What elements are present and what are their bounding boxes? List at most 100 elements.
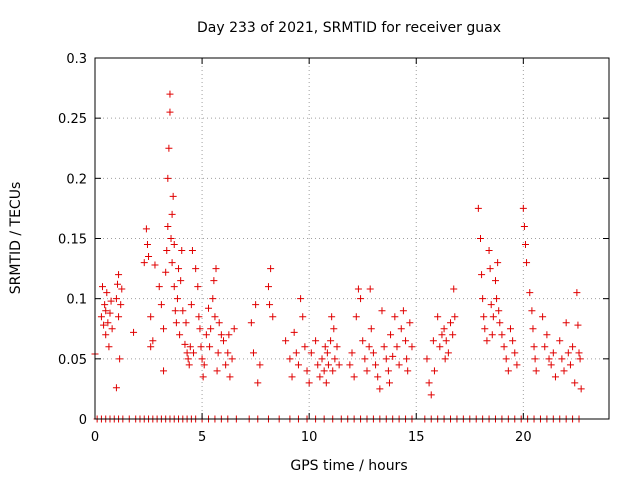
data-point	[545, 355, 553, 363]
axis-ticks: 0 0.05 0.1 0.15 0.2 0.25 0.3 0 5 10 15 20	[58, 52, 609, 445]
data-point	[305, 379, 313, 387]
data-point	[531, 355, 539, 363]
data-point	[333, 343, 341, 351]
data-point	[321, 343, 329, 351]
data-point	[266, 301, 274, 309]
data-point	[521, 241, 529, 249]
data-point	[183, 349, 191, 357]
y-tick-label: 0.15	[58, 233, 87, 248]
data-point	[168, 210, 176, 218]
data-point	[574, 321, 582, 329]
data-point	[212, 265, 220, 273]
data-point	[98, 283, 106, 291]
y-tick-label: 0.3	[66, 52, 87, 67]
data-point	[143, 241, 151, 249]
data-point	[318, 355, 326, 363]
data-point	[488, 331, 496, 339]
data-point	[523, 259, 531, 267]
data-point	[147, 343, 155, 351]
data-point	[367, 325, 375, 333]
data-point	[366, 285, 374, 293]
data-point	[335, 361, 343, 369]
data-point	[149, 337, 157, 345]
data-point	[474, 204, 482, 212]
data-point	[118, 285, 126, 293]
data-point	[169, 192, 177, 200]
data-point	[168, 259, 176, 267]
data-point	[380, 343, 388, 351]
data-point	[320, 367, 328, 375]
data-point	[436, 343, 444, 351]
data-point	[576, 355, 584, 363]
data-point	[506, 325, 514, 333]
data-point	[105, 343, 113, 351]
data-point	[198, 355, 206, 363]
data-point	[205, 304, 213, 312]
data-point	[211, 313, 219, 321]
data-point	[451, 313, 459, 321]
data-point	[186, 343, 194, 351]
data-point	[100, 321, 108, 329]
data-point	[170, 283, 178, 291]
data-point	[288, 373, 296, 381]
data-point	[393, 343, 401, 351]
data-point	[494, 259, 502, 267]
data-point	[165, 144, 173, 152]
data-point	[226, 373, 234, 381]
data-point	[485, 247, 493, 255]
data-point	[160, 367, 168, 375]
x-tick-label: 0	[91, 430, 99, 445]
data-point	[108, 325, 116, 333]
data-point	[166, 108, 174, 116]
data-point	[157, 301, 165, 309]
data-point	[195, 313, 203, 321]
data-point	[541, 343, 549, 351]
data-point	[404, 367, 412, 375]
x-axis-label: GPS time / hours	[290, 458, 407, 474]
data-point	[249, 349, 257, 357]
data-point	[509, 337, 517, 345]
data-point	[447, 319, 455, 327]
data-point	[496, 319, 504, 327]
data-point	[528, 307, 536, 315]
data-point	[395, 361, 403, 369]
data-point	[164, 222, 172, 230]
data-point	[115, 313, 123, 321]
data-point	[486, 265, 494, 273]
data-point	[385, 379, 393, 387]
data-point	[181, 340, 189, 348]
data-point	[194, 283, 202, 291]
data-point	[145, 253, 153, 261]
data-point	[184, 355, 192, 363]
data-point	[286, 355, 294, 363]
data-point	[513, 361, 521, 369]
data-point	[391, 313, 399, 321]
data-point	[397, 325, 405, 333]
data-point	[500, 343, 508, 351]
y-tick-label: 0.2	[66, 172, 87, 187]
data-point	[354, 285, 362, 293]
data-point	[483, 337, 491, 345]
data-point	[312, 337, 320, 345]
data-point	[172, 319, 180, 327]
data-point	[140, 259, 148, 267]
data-point	[102, 331, 110, 339]
x-tick-label: 10	[301, 430, 318, 445]
data-point	[254, 379, 262, 387]
data-point	[556, 337, 564, 345]
x-tick-label: 15	[408, 430, 425, 445]
data-point	[564, 349, 572, 357]
data-point	[547, 361, 555, 369]
data-point	[199, 373, 207, 381]
y-tick-label: 0	[79, 413, 87, 428]
data-point	[112, 295, 120, 303]
data-point	[558, 355, 566, 363]
data-point	[187, 301, 195, 309]
data-point	[106, 309, 114, 317]
data-point	[185, 361, 193, 369]
data-point	[292, 349, 300, 357]
data-points	[91, 90, 585, 423]
data-point	[520, 222, 528, 230]
data-point	[374, 373, 382, 381]
